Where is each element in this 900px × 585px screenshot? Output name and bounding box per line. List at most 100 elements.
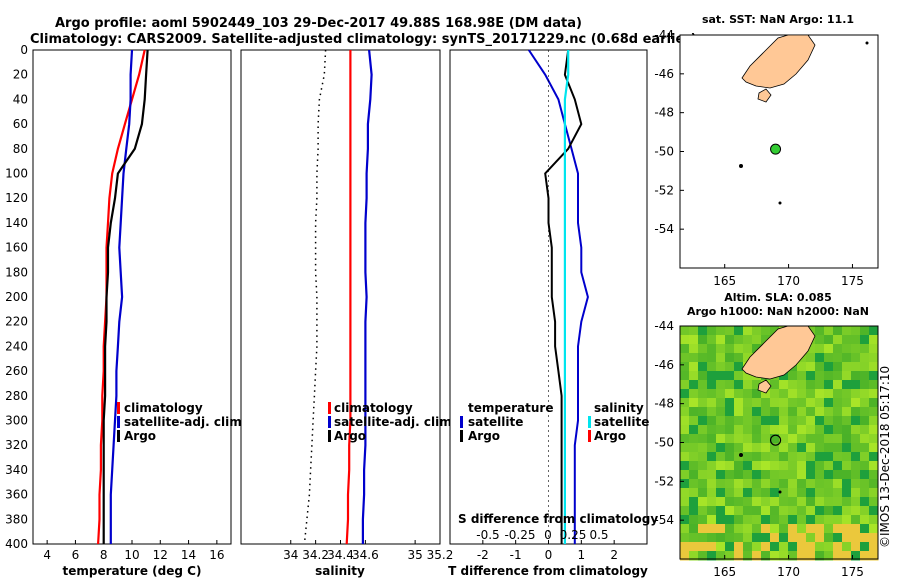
sla-cell: [707, 416, 717, 426]
s-difference-tick-label: 0.5: [589, 528, 608, 542]
s-difference-tick-label: -0.25: [504, 528, 535, 542]
sla-cell: [770, 515, 780, 525]
sla-cell: [734, 470, 744, 480]
sla-cell: [743, 497, 753, 507]
sla-cell: [752, 326, 762, 336]
sla-cell: [689, 497, 699, 507]
sla-cell: [815, 380, 825, 390]
sla-cell: [833, 533, 843, 543]
sla-cell: [734, 344, 744, 354]
sla-cell: [824, 461, 834, 471]
sla-cell: [707, 488, 717, 498]
sla-cell: [689, 524, 699, 534]
sla-cell: [725, 506, 735, 516]
sla-cell: [743, 425, 753, 435]
sla-cell: [806, 470, 816, 480]
sla-cell: [869, 515, 879, 525]
sla-cell: [770, 470, 780, 480]
depth-tick-label: 80: [13, 142, 28, 156]
sla-cell: [734, 443, 744, 453]
sla-cell: [797, 461, 807, 471]
sla-cell: [716, 425, 726, 435]
sla-cell: [770, 407, 780, 417]
sla-cell: [725, 533, 735, 543]
temperature-xlabel: temperature (deg C): [63, 564, 202, 578]
sla-cell: [788, 389, 798, 399]
difference-panel: -2 -1 0 1 2 T difference from climatology S …: [448, 49, 658, 578]
sla-cell: [680, 434, 690, 444]
sla-cell: [716, 416, 726, 426]
t-difference-satellite-line: [527, 49, 589, 544]
sla-cell: [833, 425, 843, 435]
temperature-x-axis: 4 6 8 10 12 14 16: [43, 540, 224, 562]
sla-cell: [680, 380, 690, 390]
sla-cell: [815, 470, 825, 480]
sla-cell: [851, 425, 861, 435]
sla-cell: [734, 533, 744, 543]
sla-cell: [761, 524, 771, 534]
sla-cell: [833, 362, 843, 372]
legend-satellite-label: satellite-adj. clim.: [334, 415, 456, 429]
sla-cell: [842, 506, 852, 516]
sla-cell: [815, 326, 825, 336]
x-tick-label: 6: [72, 548, 80, 562]
sla-cell: [725, 407, 735, 417]
sla-cell: [824, 389, 834, 399]
sla-cell: [680, 353, 690, 363]
sla-cell: [779, 488, 789, 498]
depth-tick-label: 400: [5, 537, 28, 551]
stewart-island-landmass: [757, 379, 772, 394]
sla-cell: [788, 551, 798, 561]
sla-cell: [806, 407, 816, 417]
sla-cell: [689, 398, 699, 408]
sla-cell: [689, 461, 699, 471]
sla-cell: [815, 542, 825, 552]
sla-cell: [734, 506, 744, 516]
sla-cell: [716, 551, 726, 561]
sla-cell: [725, 362, 735, 372]
s-difference-axis: -0.5 -0.25 0 0.25 0.5: [476, 528, 608, 542]
sla-cell: [797, 506, 807, 516]
legend-s-satellite-swatch: [588, 416, 591, 428]
sla-cell: [869, 524, 879, 534]
sla-cell: [680, 362, 690, 372]
sla-cell: [752, 524, 762, 534]
depth-tick-label: 40: [13, 92, 28, 106]
sla-cell: [851, 452, 861, 462]
x-tick-label: -1: [510, 548, 522, 562]
lon-tick-label: 175: [841, 274, 864, 288]
legend-s-argo-swatch: [588, 430, 591, 442]
sla-cell: [707, 434, 717, 444]
sla-cell: [869, 425, 879, 435]
chatham-marker: [865, 41, 869, 45]
sla-cell: [824, 488, 834, 498]
sla-cell: [698, 542, 708, 552]
sla-cell: [680, 326, 690, 336]
sla-cell: [806, 380, 816, 390]
float-location-marker: [770, 143, 782, 155]
sla-cell: [743, 389, 753, 399]
sla-cell: [824, 362, 834, 372]
sla-cell: [824, 443, 834, 453]
sla-cell: [797, 497, 807, 507]
sla-cell: [689, 551, 699, 561]
sla-cell: [788, 371, 798, 381]
sla-cell: [788, 533, 798, 543]
sla-cell: [788, 542, 798, 552]
sla-cell: [698, 524, 708, 534]
sla-cell: [842, 497, 852, 507]
sla-cell: [716, 407, 726, 417]
sla-cell: [761, 515, 771, 525]
salinity-panel: 34 34.234.434.6 35 35.2 salinity climatolog…: [240, 49, 456, 578]
sla-cell: [698, 461, 708, 471]
sla-cell: [779, 389, 789, 399]
dotted-reference-line: [303, 49, 327, 545]
depth-tick-label: 140: [5, 216, 28, 230]
depth-tick-label: 100: [5, 167, 28, 181]
sla-cell: [707, 524, 717, 534]
sla-cell: [860, 443, 870, 453]
sla-cell: [761, 479, 771, 489]
temperature-axes-frame: [32, 49, 232, 545]
sla-cell: [761, 452, 771, 462]
